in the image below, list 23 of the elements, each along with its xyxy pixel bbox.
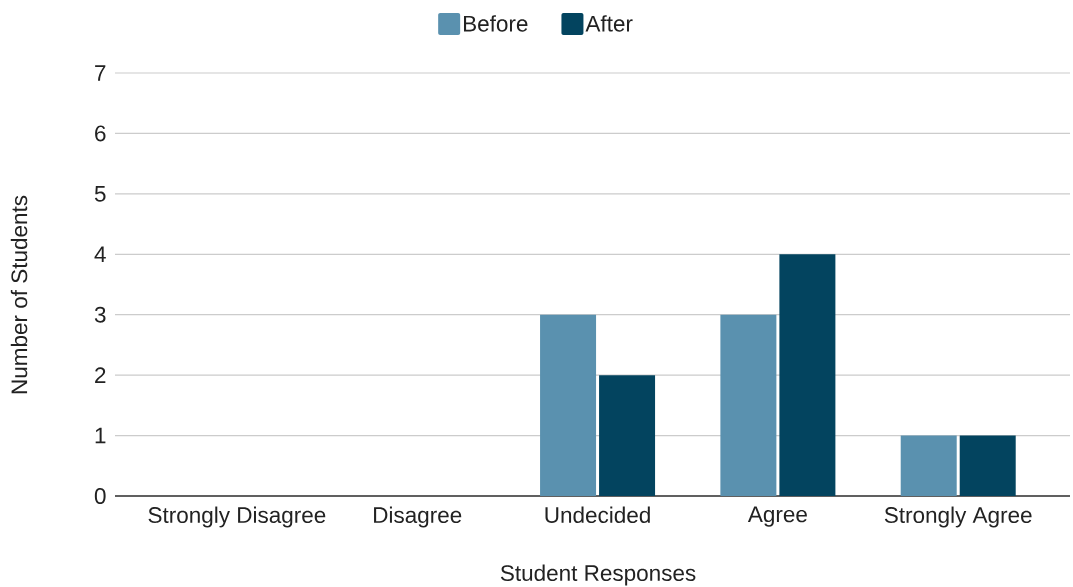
y-tick-label: 5 [94,186,106,202]
y-tick-label: 2 [95,367,106,383]
x-tick-label: Strongly Disagree [148,506,326,528]
bar [779,254,836,496]
bar [720,314,777,496]
bar [900,435,957,496]
legend-label: After [585,15,633,32]
bar [599,375,656,496]
y-tick-label: 1 [95,427,106,444]
y-tick-label: 0 [94,488,106,504]
y-tick-label: 6 [95,125,106,142]
x-tick-label: Disagree [374,506,462,528]
legend-label: Before [464,15,528,32]
y-tick-label: 4 [94,246,106,263]
y-tick-label: 3 [94,306,106,323]
bar [959,435,1016,496]
y-axis-title: Number of Students [10,195,28,394]
y-tick-label: 7 [95,65,106,81]
bar [540,314,597,496]
x-tick-label: Strongly Agree [884,506,1032,528]
x-axis-title: Student Responses [500,564,696,586]
x-tick-label: Undecided [545,506,650,524]
x-tick-label: Agree [747,506,807,527]
